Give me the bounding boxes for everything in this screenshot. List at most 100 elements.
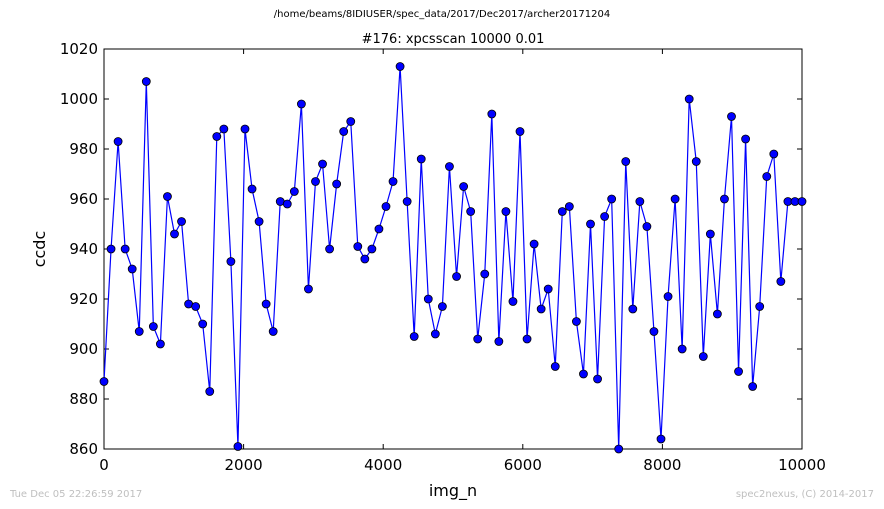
- data-point: [339, 127, 349, 136]
- y-tick-label: 1000: [60, 90, 98, 108]
- data-point: [663, 292, 673, 301]
- y-tick-label: 920: [69, 290, 98, 308]
- data-point: [473, 334, 483, 344]
- data-point: [656, 434, 666, 444]
- data-point: [607, 194, 617, 204]
- data-point: [296, 99, 306, 109]
- x-tick-label: 8000: [643, 456, 681, 474]
- data-point: [698, 352, 708, 361]
- x-tick-label: 10000: [778, 456, 826, 474]
- data-point: [741, 134, 751, 144]
- data-point: [515, 127, 525, 136]
- data-point: [586, 219, 595, 229]
- data-point: [233, 442, 243, 451]
- data-point: [635, 197, 645, 206]
- data-point: [163, 192, 172, 201]
- data-point: [325, 244, 334, 254]
- plot-area: [103, 48, 803, 450]
- footer-timestamp: Tue Dec 05 22:26:59 2017: [10, 489, 143, 500]
- y-axis-ticks: 860 880 900 920 940 960 980 1000 1020: [60, 40, 802, 458]
- data-point: [148, 322, 158, 331]
- data-point: [677, 344, 687, 354]
- data-point: [466, 207, 476, 216]
- data-point: [713, 309, 722, 319]
- data-point: [268, 327, 278, 336]
- data-point: [501, 207, 511, 216]
- data-point: [113, 137, 123, 146]
- data-point: [508, 297, 518, 306]
- data-point: [304, 284, 313, 294]
- data-point: [346, 117, 356, 126]
- data-point: [247, 184, 257, 194]
- data-point: [529, 239, 539, 249]
- y-tick-label: 960: [69, 190, 98, 208]
- data-point: [402, 197, 412, 206]
- x-axis-ticks: 0 2000 4000 6000 8000 10000: [99, 49, 826, 474]
- data-point: [311, 177, 320, 186]
- data-point: [593, 374, 602, 384]
- data-point: [727, 112, 736, 121]
- data-point: [134, 327, 144, 336]
- data-point: [628, 304, 638, 314]
- data-point: [536, 304, 546, 314]
- data-point: [480, 269, 490, 279]
- data-point: [423, 294, 433, 304]
- data-point: [289, 187, 299, 196]
- data-point: [416, 154, 426, 164]
- data-point: [557, 207, 567, 216]
- data-point: [127, 264, 137, 274]
- data-point: [621, 157, 631, 166]
- data-point: [797, 197, 807, 206]
- data-point: [430, 329, 440, 339]
- data-point: [212, 132, 222, 141]
- data-point: [261, 299, 271, 309]
- data-point: [381, 202, 391, 211]
- data-point: [691, 157, 701, 166]
- footer-credit: spec2nexus, (C) 2014-2017: [735, 489, 874, 500]
- data-point: [177, 217, 186, 226]
- y-tick-label: 980: [69, 140, 98, 158]
- data-point: [282, 199, 292, 209]
- data-point: [437, 302, 447, 311]
- data-point: [219, 124, 229, 134]
- header-path: /home/beams/8IDIUSER/spec_data/2017/Dec2…: [273, 9, 611, 20]
- data-point: [550, 362, 560, 371]
- data-point: [600, 212, 610, 221]
- series-path: [103, 66, 802, 450]
- data-point: [776, 277, 786, 286]
- data-point: [360, 254, 370, 264]
- data-point: [670, 194, 680, 204]
- y-tick-label: 880: [69, 390, 98, 408]
- x-tick-label: 2000: [225, 456, 263, 474]
- data-point: [734, 367, 743, 376]
- y-axis-label: ccdc: [30, 231, 49, 268]
- data-point: [318, 159, 327, 169]
- data-point: [614, 444, 624, 454]
- data-point: [141, 77, 151, 86]
- data-point: [374, 224, 384, 234]
- data-point: [388, 177, 398, 186]
- data-point: [170, 229, 179, 239]
- data-point: [543, 284, 553, 294]
- data-point: [522, 334, 532, 344]
- data-point: [226, 257, 236, 266]
- data-point: [106, 244, 116, 254]
- chart-title: #176: xpcsscan 10000 0.01: [362, 32, 545, 47]
- y-tick-label: 1020: [60, 40, 98, 58]
- data-point: [353, 242, 363, 251]
- y-tick-label: 860: [69, 440, 98, 458]
- data-point: [367, 244, 377, 254]
- data-point: [769, 149, 779, 159]
- data-point: [755, 302, 765, 311]
- data-point: [240, 124, 250, 134]
- x-tick-label: 6000: [504, 456, 542, 474]
- data-point: [205, 387, 215, 396]
- data-point: [748, 382, 758, 391]
- series-line: [103, 66, 802, 450]
- data-point: [684, 94, 694, 104]
- data-point: [191, 302, 201, 311]
- data-point: [642, 222, 652, 231]
- data-point: [120, 244, 130, 254]
- y-tick-label: 900: [69, 340, 98, 358]
